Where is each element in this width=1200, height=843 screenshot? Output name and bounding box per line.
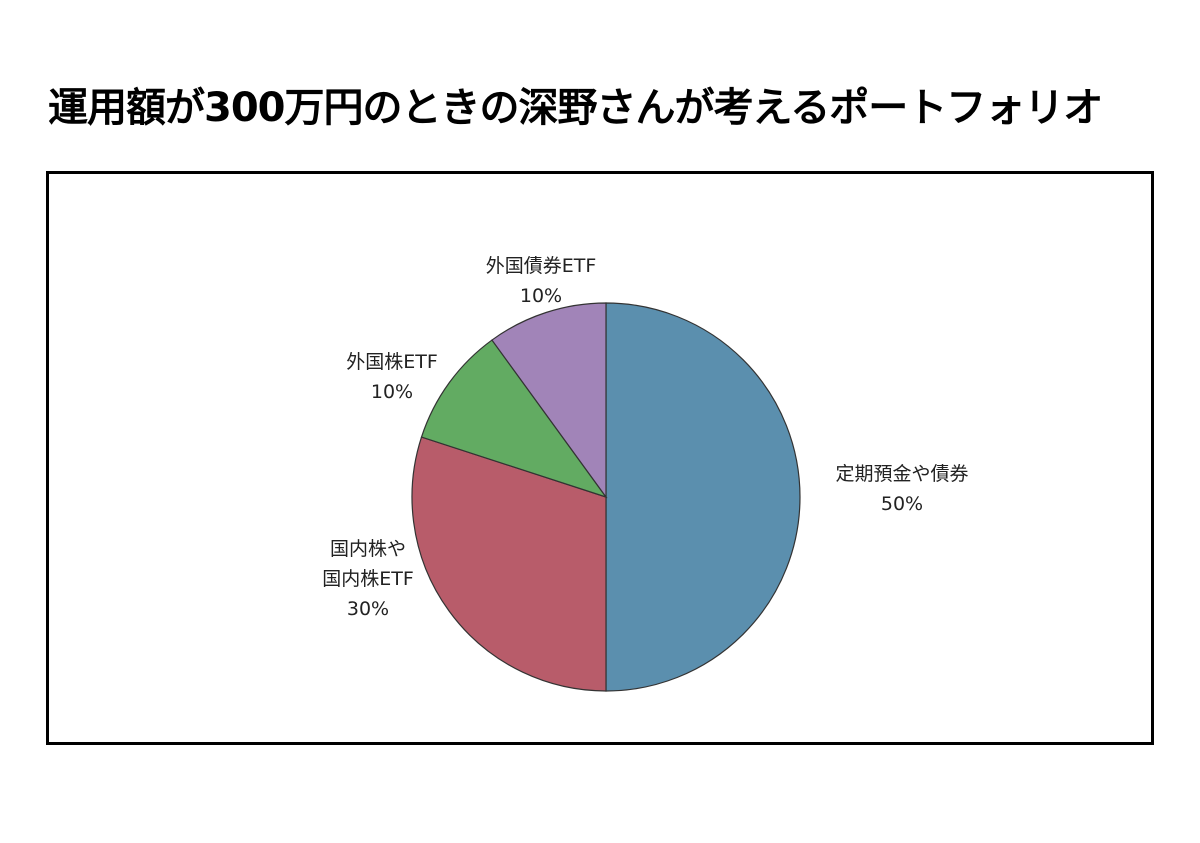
slice-label-2-line-0: 外国株ETF: [346, 351, 438, 373]
slice-label-3: 外国債券ETF 10%: [486, 255, 597, 307]
slice-label-2: 外国株ETF 10%: [346, 351, 438, 403]
pie-slice-0: [605, 302, 801, 692]
slice-label-0-line-0: 定期預金や債券: [835, 463, 968, 485]
pie-slice-1: [411, 436, 607, 692]
slice-label-3-line-0: 外国債券ETF: [486, 255, 597, 277]
slice-label-1-line-2: 30%: [347, 598, 389, 620]
slice-label-0: 定期預金や債券 50%: [835, 463, 968, 515]
slice-label-3-line-1: 10%: [520, 285, 562, 307]
slice-label-1: 国内株や国内株ETF 30%: [322, 538, 414, 620]
slice-label-1-line-0: 国内株や: [330, 538, 406, 560]
slice-label-0-line-1: 50%: [881, 493, 923, 515]
pie-slice-3: [491, 302, 607, 499]
pie-slice-2: [420, 339, 608, 499]
slice-label-1-line-1: 国内株ETF: [322, 568, 414, 590]
chart-frame: 定期預金や債券 50% 国内株や国内株ETF 30% 外国株ETF 10% 外国債券ETF 1…: [46, 171, 1154, 745]
chart-title: 運用額が300万円のときの深野さんが考えるポートフォリオ: [48, 85, 1103, 131]
slice-label-2-line-1: 10%: [371, 381, 413, 403]
pie-chart: 定期預金や債券 50% 国内株や国内株ETF 30% 外国株ETF 10% 外国債券ETF 1…: [322, 255, 969, 692]
